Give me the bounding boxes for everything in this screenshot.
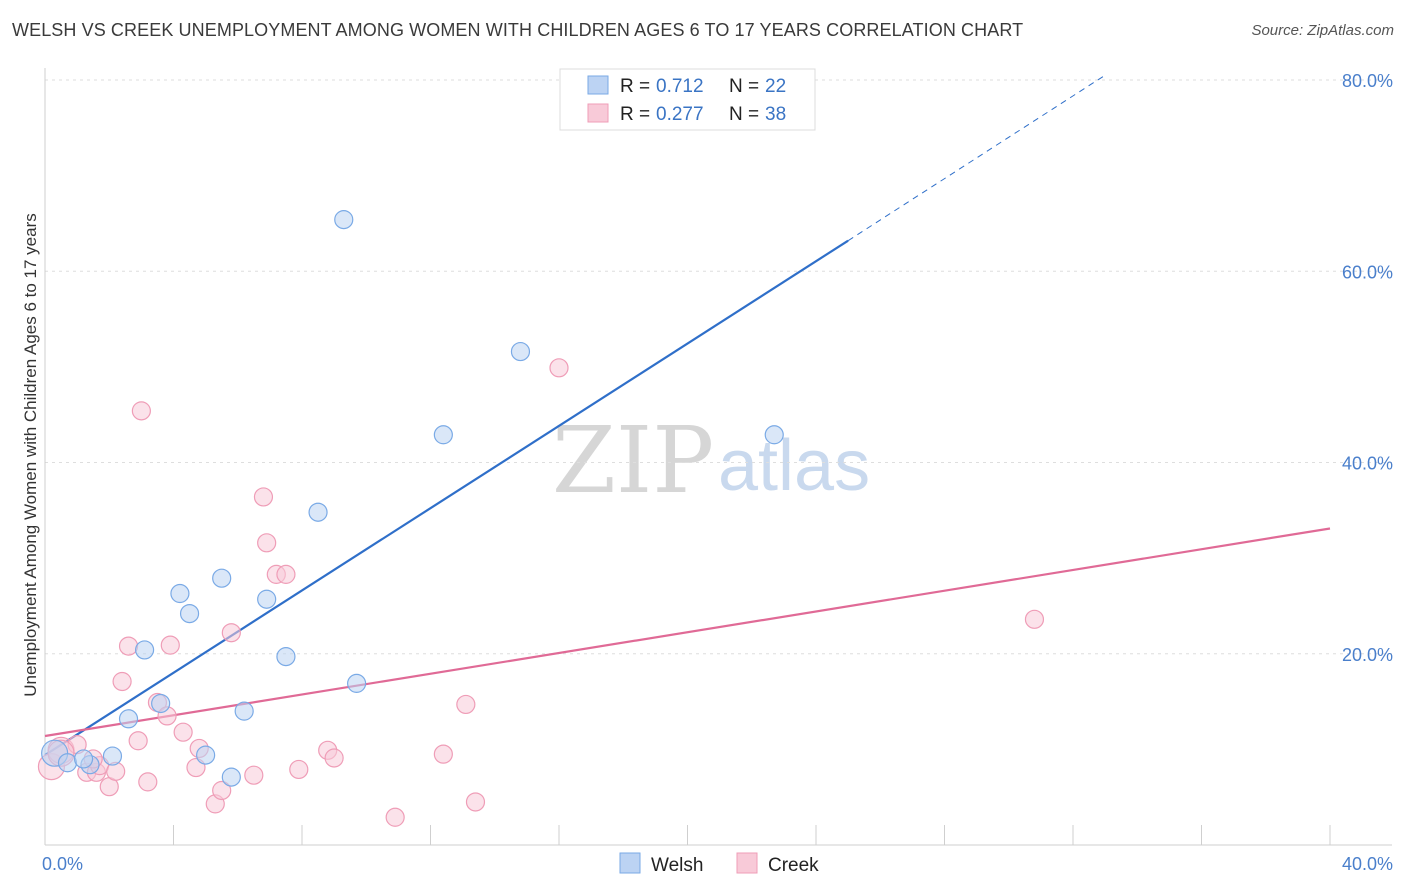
creek-point (173, 722, 193, 742)
welsh-point (102, 746, 123, 766)
welsh-point (334, 210, 354, 230)
welsh-point (764, 425, 784, 445)
creek-point (118, 636, 139, 656)
legend-creek-n-value: 38 (765, 104, 786, 125)
legend-welsh-n-value: 22 (765, 76, 786, 97)
bottom-legend-welsh: Welsh (651, 855, 703, 876)
welsh-point (221, 767, 241, 787)
creek-point (433, 744, 453, 764)
bottom-legend-swatch-creek (736, 852, 758, 874)
creek-point (276, 564, 296, 584)
welsh-point (170, 583, 190, 604)
bottom-legend-swatch-welsh (619, 852, 641, 874)
trend-lines (44, 74, 1331, 757)
legend-creek-n-label: N = (729, 104, 759, 125)
creek-point (212, 780, 232, 801)
y-tick-label: 20.0% (1342, 645, 1393, 665)
welsh-trend-extension (847, 74, 1106, 242)
creek-point (257, 533, 277, 553)
welsh-point (196, 745, 216, 765)
creek-point (138, 772, 158, 792)
y-tick-label: 60.0% (1342, 262, 1393, 282)
creek-point (289, 759, 309, 780)
legend-swatch-welsh (587, 75, 609, 95)
x-tick-label: 40.0% (1342, 854, 1393, 874)
welsh-point (308, 502, 328, 522)
chart-title: WELSH VS CREEK UNEMPLOYMENT AMONG WOMEN … (12, 20, 1024, 40)
creek-point (385, 807, 405, 827)
welsh-point (73, 749, 94, 769)
legend-welsh-r-label: R = (620, 76, 650, 97)
y-axis-label: Unemployment Among Women with Children A… (21, 213, 40, 697)
creek-point (324, 748, 344, 768)
creek-point (465, 792, 486, 812)
watermark-zip: ZIP (552, 407, 714, 514)
welsh-point (234, 701, 254, 721)
welsh-point (257, 589, 277, 609)
creek-point (549, 358, 569, 378)
source-label: Source: ZipAtlas.com (1251, 22, 1394, 39)
welsh-point (433, 425, 453, 445)
welsh-point (276, 647, 296, 667)
axes (44, 68, 1392, 846)
creek-point (244, 765, 264, 785)
legend-swatch-creek (587, 103, 609, 123)
data-points (37, 210, 1045, 827)
creek-point (1024, 609, 1045, 629)
legend-creek-r-label: R = (620, 104, 650, 125)
creek-point (160, 635, 180, 655)
watermark-atlas: atlas (718, 426, 870, 506)
tick-labels: 20.0% 40.0% 60.0% 80.0% 0.0% 40.0% (42, 71, 1393, 874)
top-legend: R = 0.712 N = 22 R = 0.277 N = 38 (559, 68, 816, 131)
grid-lines (45, 79, 1392, 655)
welsh-point (57, 753, 78, 773)
bottom-legend: Welsh Creek (619, 852, 819, 876)
legend-welsh-r-value: 0.712 (656, 76, 704, 97)
welsh-point (510, 341, 531, 362)
welsh-point (118, 709, 139, 729)
welsh-point (134, 640, 155, 660)
legend-creek-r-value: 0.277 (656, 104, 704, 125)
x-tick-label: 0.0% (42, 854, 83, 874)
welsh-point (347, 673, 367, 693)
creek-point (456, 694, 476, 715)
creek-point (221, 623, 241, 643)
y-tick-label: 40.0% (1342, 454, 1393, 474)
creek-point (131, 401, 151, 421)
welsh-point (179, 603, 200, 624)
legend-welsh-n-label: N = (729, 76, 759, 97)
creek-point (128, 731, 148, 751)
creek-trend-line (44, 527, 1331, 738)
creek-point (112, 671, 132, 692)
welsh-trend-line (44, 239, 849, 757)
bottom-legend-creek: Creek (768, 855, 819, 876)
creek-point (253, 487, 274, 507)
welsh-point (151, 693, 171, 714)
welsh-point (212, 568, 232, 588)
y-tick-label: 80.0% (1342, 71, 1393, 91)
